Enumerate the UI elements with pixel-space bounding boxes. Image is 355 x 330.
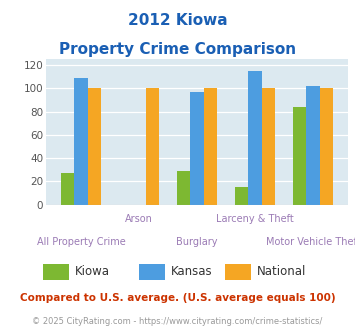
Bar [235,187,248,205]
Bar [74,78,88,205]
Bar [61,173,74,205]
Text: Compared to U.S. average. (U.S. average equals 100): Compared to U.S. average. (U.S. average … [20,293,335,303]
Text: Property Crime Comparison: Property Crime Comparison [59,42,296,56]
Text: All Property Crime: All Property Crime [37,237,125,247]
Bar [293,107,306,205]
Text: © 2025 CityRating.com - https://www.cityrating.com/crime-statistics/: © 2025 CityRating.com - https://www.city… [32,317,323,326]
Text: Larceny & Theft: Larceny & Theft [216,214,294,224]
Bar [139,264,165,280]
Bar [190,92,204,205]
Bar [43,264,69,280]
Bar [88,88,101,205]
Text: Burglary: Burglary [176,237,218,247]
Bar [204,88,217,205]
Text: Arson: Arson [125,214,153,224]
Bar [146,88,159,205]
Bar [177,171,190,205]
Bar [320,88,333,205]
Text: Motor Vehicle Theft: Motor Vehicle Theft [266,237,355,247]
Text: Kiowa: Kiowa [75,265,110,278]
Text: Kansas: Kansas [171,265,213,278]
Bar [248,71,262,205]
Bar [262,88,275,205]
Bar [306,86,320,205]
Text: National: National [257,265,307,278]
Text: 2012 Kiowa: 2012 Kiowa [128,13,227,28]
Bar [225,264,251,280]
